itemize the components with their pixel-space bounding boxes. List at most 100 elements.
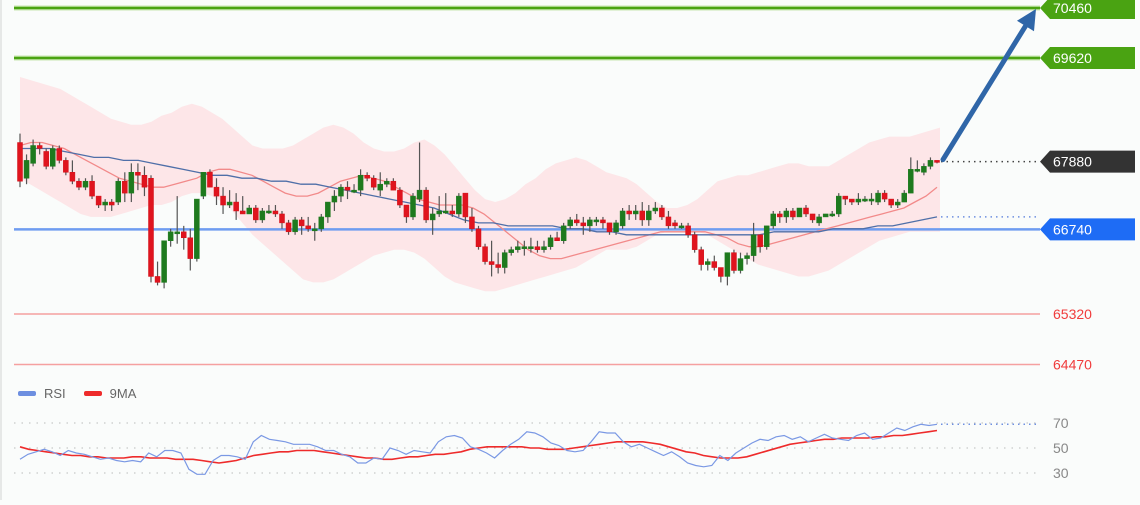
bearish-candle-body [370, 177, 377, 188]
candlestick [639, 202, 645, 226]
bearish-candle-body [403, 204, 410, 218]
bullish-candle-body [862, 198, 868, 202]
bearish-candle-body [239, 210, 246, 215]
bullish-candle-body [331, 195, 338, 203]
candlestick [698, 246, 704, 271]
candlestick [711, 255, 718, 271]
bearish-candle-body [803, 207, 809, 215]
candlesticks [17, 133, 940, 289]
candlestick [580, 216, 587, 235]
forecast-arrow-head [1016, 9, 1036, 32]
candlestick [23, 154, 30, 185]
candlestick [174, 196, 180, 244]
blue-moving-average [20, 147, 938, 236]
bearish-candle-body [691, 234, 698, 250]
candlestick [770, 210, 776, 229]
bullish-candle-body [744, 255, 750, 259]
level-lines [14, 5, 1040, 366]
candlestick [705, 258, 711, 271]
forecast-arrow-icon [940, 9, 1036, 163]
bearish-candle-body [757, 234, 763, 247]
bullish-candle-body [894, 201, 901, 206]
bearish-candle-body [154, 276, 161, 283]
bollinger-band [20, 77, 940, 292]
candlestick [521, 240, 528, 256]
candlestick [763, 225, 770, 250]
bearish-candle-body [397, 189, 403, 206]
legend-9ma-label: 9MA [109, 386, 137, 401]
bullish-candle-body [652, 207, 659, 212]
bullish-candle-body [23, 160, 30, 179]
candlestick [796, 207, 803, 218]
candlestick [691, 231, 698, 253]
candlestick [842, 195, 849, 206]
candlestick [36, 142, 43, 155]
candlestick [89, 175, 95, 200]
candlestick [783, 208, 790, 223]
candlestick [128, 163, 135, 203]
bearish-candle-body [95, 195, 102, 206]
candlestick [829, 210, 835, 217]
bearish-candle-body [718, 267, 724, 277]
bullish-candle-body [351, 189, 357, 193]
candlestick [927, 157, 934, 170]
bullish-candle-body [908, 169, 914, 194]
candlestick [678, 222, 685, 229]
candlestick [312, 222, 318, 241]
price-labels: 70460 69620 67880 66740 65320 64470 [1040, 0, 1135, 373]
candlestick [148, 175, 154, 283]
candlestick [239, 196, 246, 215]
bollinger-band-fill [20, 77, 940, 292]
bearish-candle-body [364, 175, 370, 179]
bearish-candle-body [790, 210, 796, 218]
candlestick [685, 222, 691, 238]
bearish-candle-body [181, 231, 187, 239]
candlestick [528, 237, 534, 253]
candlestick [17, 133, 23, 188]
candlestick [135, 163, 141, 191]
bullish-candle-body [783, 210, 790, 218]
candlestick [384, 178, 390, 188]
bearish-candle-body [36, 145, 43, 149]
bullish-candle-body [836, 195, 842, 215]
price-tag-text: 67880 [1053, 154, 1092, 170]
candlestick [672, 219, 678, 229]
rsi-level-label: 50 [1053, 440, 1069, 456]
bullish-candle-body [587, 219, 593, 227]
bearish-candle-body [462, 192, 469, 218]
candlestick [515, 240, 521, 253]
bullish-candle-body [357, 175, 364, 191]
bearish-candle-body [76, 180, 82, 188]
bullish-candle-body [266, 210, 272, 214]
candlestick [488, 240, 495, 277]
candlestick [652, 202, 659, 214]
bullish-candle-body [770, 213, 776, 227]
bullish-candle-body [194, 198, 200, 259]
support-label-text: 64470 [1053, 357, 1092, 373]
bearish-candle-body [17, 142, 23, 182]
candlestick [567, 216, 573, 229]
bearish-candle-body [253, 207, 259, 221]
candlestick [724, 252, 731, 286]
candlestick [456, 193, 462, 217]
bullish-candle-body [436, 210, 442, 215]
rsi-swatch-icon [18, 391, 36, 396]
candlestick [606, 222, 613, 235]
bearish-candle-body [580, 222, 587, 227]
bearish-candle-body [606, 222, 613, 233]
bearish-candle-body [665, 216, 672, 227]
bearish-candle-body [305, 225, 311, 230]
bullish-candle-body [443, 210, 449, 214]
candlestick [613, 219, 619, 235]
candlestick [253, 205, 259, 223]
bullish-candle-body [547, 237, 554, 247]
legend-rsi-label: RSI [44, 386, 66, 401]
bearish-candle-body [187, 237, 194, 259]
candlestick [443, 193, 449, 214]
bearish-candle-body [482, 246, 488, 262]
candlestick [547, 234, 554, 250]
bullish-candle-body [829, 213, 835, 217]
candlestick [181, 225, 187, 250]
candlestick [888, 198, 894, 208]
